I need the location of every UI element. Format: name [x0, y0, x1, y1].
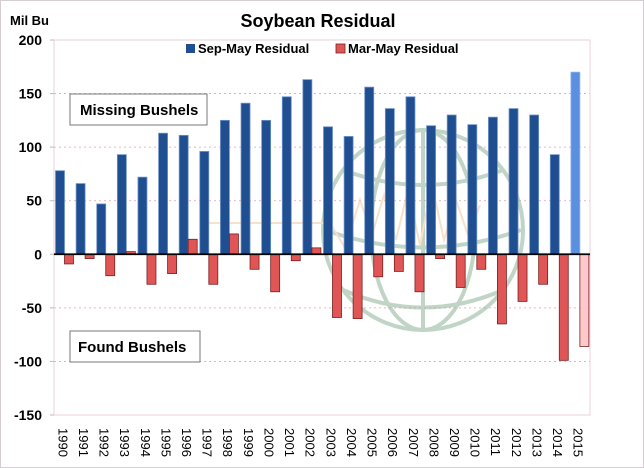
y-tick-label: -100: [14, 353, 42, 369]
bar-sep-may-2014: [549, 154, 560, 255]
bar-mar-may-2007: [414, 253, 425, 293]
x-tick-label: 1995: [158, 428, 173, 457]
chart-title: Soybean Residual: [240, 11, 395, 31]
bar-sep-may-2013: [529, 114, 540, 255]
x-tick-label: 1996: [179, 428, 194, 457]
y-tick-label: 50: [26, 193, 42, 209]
bar-sep-may-1993: [116, 154, 127, 255]
bar-sep-may-1998: [220, 119, 230, 255]
bar-mar-may-2015: [579, 253, 590, 347]
bar-sep-may-1994: [137, 176, 148, 255]
annotation-found-bushels: Found Bushels: [69, 330, 201, 363]
bar-mar-may-1992: [105, 253, 116, 277]
bar-mar-may-2000: [270, 253, 281, 293]
bar-sep-may-2009: [446, 114, 457, 255]
bar-sep-may-2010: [467, 124, 478, 255]
bar-sep-may-2008: [426, 125, 436, 255]
legend-swatch-mar-may: [335, 43, 346, 54]
annotation-found-bushels-text: Found Bushels: [78, 339, 186, 356]
bar-mar-may-1996: [187, 238, 198, 255]
x-tick-label: 2011: [488, 428, 503, 456]
x-tick-label: 2000: [261, 428, 276, 457]
bar-sep-may-2004: [343, 136, 354, 255]
annotation-missing-bushels: Missing Bushels: [69, 93, 208, 126]
bar-sep-may-2007: [405, 96, 416, 255]
x-tick-label: 2003: [323, 428, 338, 457]
bar-sep-may-2000: [261, 119, 272, 255]
y-axis-ticks: 200 150 100 50 0 -50 -100 -150: [14, 32, 54, 423]
legend-swatch-sep-may: [186, 44, 195, 53]
y-tick-label: 200: [19, 32, 43, 48]
plot-area: [53, 39, 591, 416]
bar-mar-may-1998: [229, 233, 239, 255]
bar-mar-may-2014: [558, 253, 569, 361]
x-tick-label: 2001: [282, 428, 297, 457]
bar-sep-may-2001: [281, 96, 292, 255]
y-tick-label: -50: [22, 300, 42, 316]
y-tick-label: 100: [19, 139, 43, 155]
x-tick-label: 1991: [76, 428, 91, 457]
y-axis-unit-label: Mil Bu: [10, 13, 49, 28]
x-tick-label: 1999: [241, 428, 256, 457]
annotation-missing-bushels-text: Missing Bushels: [80, 102, 198, 119]
bar-sep-may-1999: [240, 102, 251, 255]
x-tick-label: 1997: [200, 428, 215, 457]
x-tick-label: 1992: [97, 428, 112, 457]
bar-sep-may-1992: [96, 203, 107, 255]
legend-label-mar-may: Mar-May Residual: [348, 41, 459, 56]
x-tick-label: 2015: [571, 428, 586, 457]
x-tick-label: 1994: [138, 428, 153, 457]
bar-mar-may-2001: [290, 253, 301, 262]
bar-mar-may-2011: [497, 253, 507, 325]
bar-mar-may-1999: [249, 253, 260, 270]
bar-sep-may-2006: [384, 108, 395, 255]
bar-mar-may-2005: [373, 253, 384, 278]
x-tick-label: 2010: [468, 428, 483, 457]
bars: [55, 71, 590, 361]
legend-label-sep-may: Sep-May Residual: [198, 41, 309, 56]
bar-sep-may-2005: [364, 86, 375, 255]
x-tick-label: 1990: [55, 428, 70, 457]
bar-sep-may-2015: [570, 71, 581, 255]
bar-mar-may-1995: [167, 253, 177, 274]
bar-mar-may-2003: [332, 253, 342, 318]
x-tick-label: 2012: [509, 428, 524, 457]
bar-sep-may-1990: [55, 170, 65, 255]
y-tick-label: 150: [19, 86, 43, 102]
bar-mar-may-1994: [146, 253, 157, 285]
x-tick-label: 2014: [550, 428, 565, 457]
bar-sep-may-2011: [488, 116, 498, 255]
bar-sep-may-2012: [508, 108, 519, 255]
bar-sep-may-2002: [302, 79, 313, 255]
bar-mar-may-2010: [476, 253, 487, 270]
bar-sep-may-1996: [178, 134, 189, 255]
bar-mar-may-1990: [64, 253, 74, 265]
x-tick-label: 2009: [447, 428, 462, 457]
bar-mar-may-1997: [208, 253, 219, 285]
bar-sep-may-1997: [199, 151, 210, 255]
y-tick-label: 0: [34, 246, 42, 262]
y-tick-label: -150: [14, 407, 42, 423]
bar-mar-may-2012: [517, 253, 528, 302]
x-tick-label: 2002: [303, 428, 318, 457]
x-axis-ticks: 1990 1991 1992 1993 1994 1995 1996 1997 1998 1999…: [55, 428, 585, 457]
x-tick-label: 2004: [344, 428, 359, 457]
bar-mar-may-2009: [455, 253, 466, 288]
bar-sep-may-1995: [158, 132, 168, 255]
bar-sep-may-2003: [323, 126, 333, 255]
bar-mar-may-2013: [538, 253, 549, 285]
legend: Sep-May Residual Mar-May Residual: [186, 41, 459, 56]
x-tick-label: 2008: [426, 428, 441, 457]
bar-mar-may-2006: [393, 253, 404, 272]
x-tick-label: 2005: [365, 428, 380, 457]
bar-sep-may-1991: [75, 183, 86, 255]
x-tick-label: 2007: [406, 428, 421, 457]
bar-mar-may-2002: [311, 247, 322, 255]
x-tick-label: 1998: [220, 428, 235, 457]
x-tick-label: 2006: [385, 428, 400, 457]
x-tick-label: 2013: [529, 428, 544, 457]
bar-mar-may-2004: [352, 253, 363, 319]
x-tick-label: 1993: [117, 428, 132, 457]
